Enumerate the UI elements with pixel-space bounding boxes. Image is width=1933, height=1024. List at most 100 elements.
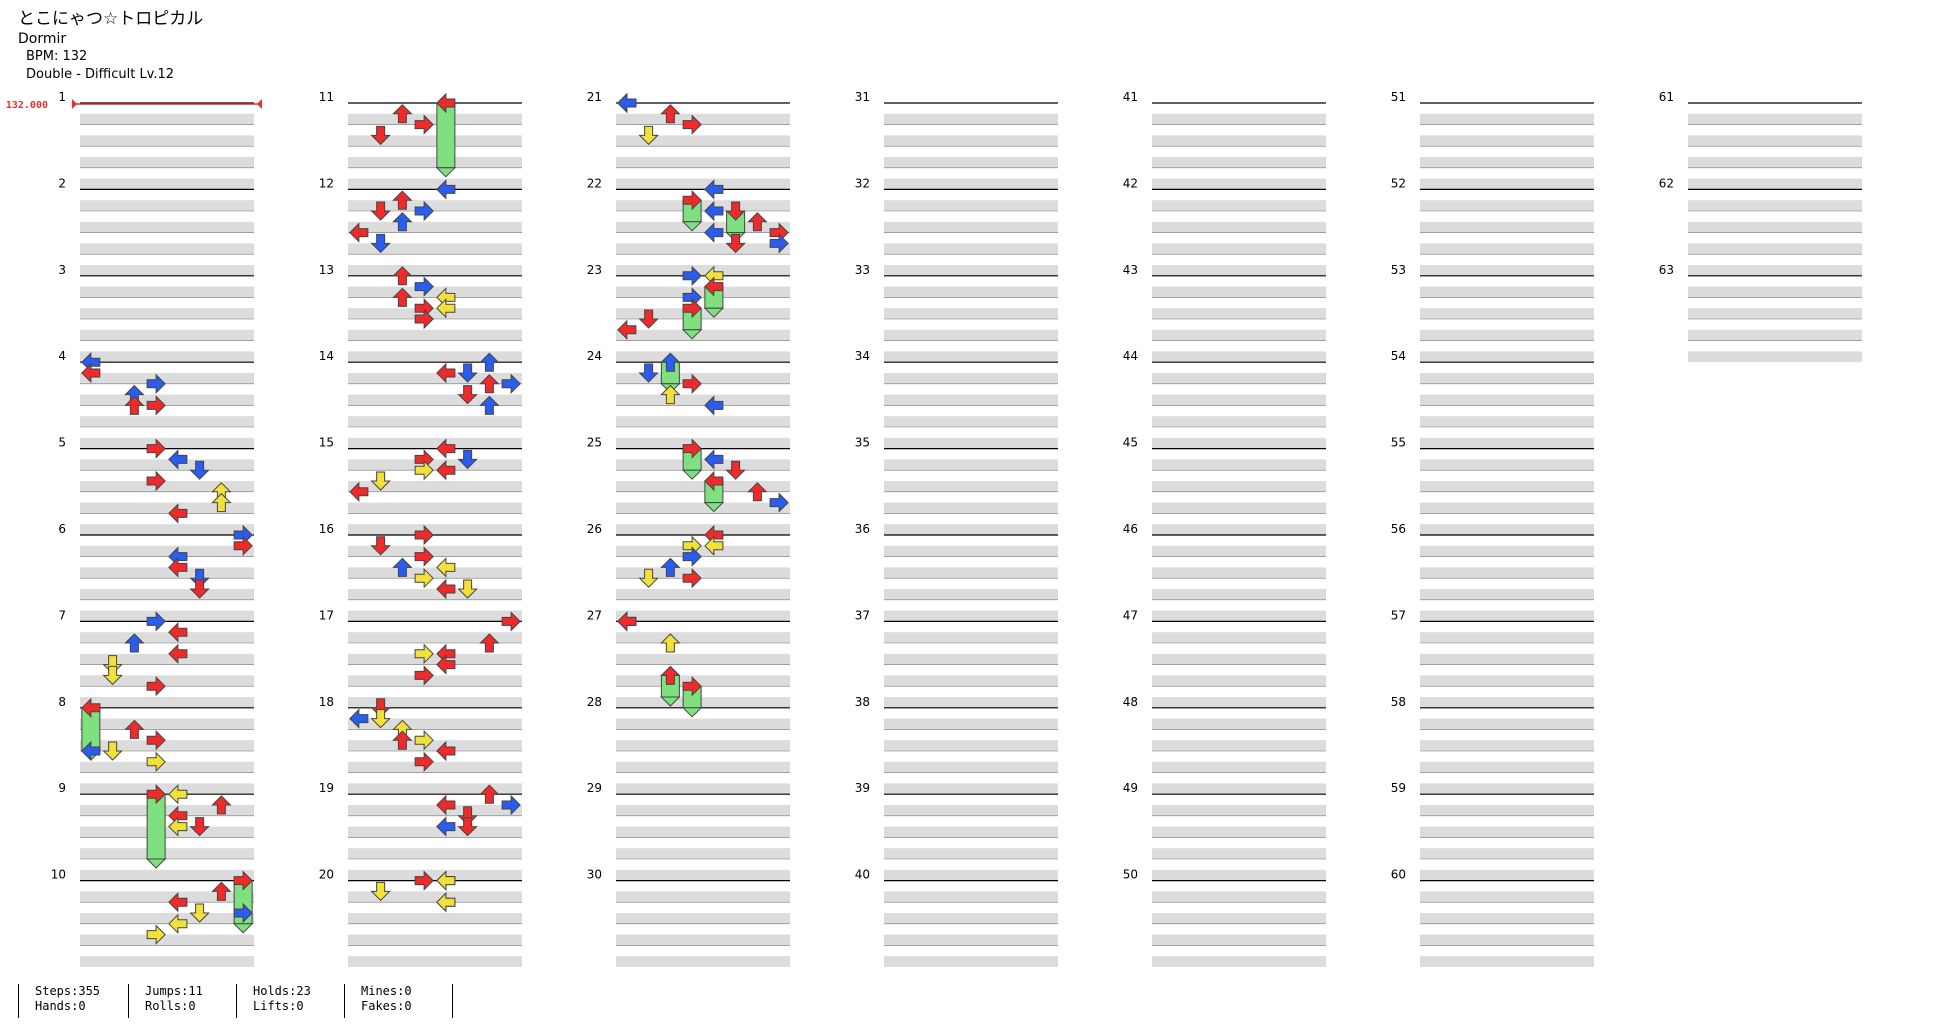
measure-stripe: [616, 848, 790, 859]
measure-stripe: [616, 589, 790, 600]
stat-mines: Mines:0: [361, 984, 412, 998]
measure-stripe: [80, 545, 254, 557]
measure-63: 63: [1659, 263, 1862, 363]
stat-rolls: Rolls:0: [145, 999, 196, 1013]
up-arrow-icon: [479, 374, 500, 394]
measure-stripe: [1420, 934, 1594, 946]
measure-stripe: [616, 437, 790, 449]
up-arrow-icon: [392, 212, 413, 232]
measure-44: 44: [1123, 349, 1326, 449]
stat-jumps: Jumps:11: [145, 984, 203, 998]
right-arrow-icon: [501, 611, 521, 632]
measure-stripe: [1420, 589, 1594, 600]
measure-number: 10: [51, 868, 66, 882]
stat-steps: Steps:355: [35, 984, 101, 998]
measure-stripe: [884, 826, 1058, 838]
measure-stripe: [884, 373, 1058, 384]
down-arrow-icon: [725, 201, 746, 221]
measure-50: 50: [1123, 868, 1326, 967]
measure-stripe: [616, 805, 790, 816]
down-arrow-icon: [370, 471, 391, 491]
difficulty-label: Double - Difficult Lv.12: [26, 67, 175, 82]
hold-tail: [681, 469, 703, 480]
up-arrow-icon: [660, 352, 681, 372]
measure-number: 51: [1391, 90, 1406, 104]
down-arrow-icon: [189, 903, 210, 923]
measure-number: 38: [855, 695, 870, 709]
measure-stripe: [80, 826, 254, 838]
measure-stripe: [1152, 265, 1326, 276]
measure-stripe: [80, 459, 254, 471]
measure-stripe: [1420, 848, 1594, 859]
measure-number: 33: [855, 263, 870, 277]
measure-stripe: [348, 697, 522, 708]
measure-stripe: [1688, 286, 1862, 298]
measure-stripe: [348, 826, 522, 838]
measure-number: 6: [58, 522, 66, 536]
right-arrow-icon: [146, 675, 166, 697]
measure-46: 46: [1123, 522, 1326, 622]
measure-stripe: [348, 459, 522, 471]
measure-stripe: [616, 524, 790, 535]
bpm-marker-arrow: [257, 99, 262, 109]
left-arrow-icon: [704, 200, 724, 222]
measure-37: 37: [855, 608, 1058, 708]
measure-stripe: [1152, 481, 1326, 492]
measure-stripe: [616, 157, 790, 168]
measure-number: 7: [58, 608, 66, 622]
measure-stripe: [616, 610, 790, 622]
up-arrow-icon: [479, 633, 500, 653]
measure-stripe: [1420, 956, 1594, 967]
measure-stripe: [1688, 329, 1862, 341]
measure-stripe: [616, 113, 790, 125]
measure-stripe: [884, 459, 1058, 471]
measure-number: 25: [587, 436, 602, 450]
measure-stripe: [884, 783, 1058, 795]
measure-stripe: [884, 567, 1058, 579]
left-arrow-icon: [436, 459, 456, 481]
measure-stripe: [1688, 221, 1862, 233]
stat-hands: Hands:0: [35, 999, 86, 1013]
measure-stripe: [1420, 761, 1594, 773]
left-arrow-icon: [168, 621, 188, 643]
measure-stripe: [80, 805, 254, 816]
left-arrow-icon: [168, 816, 188, 837]
measure-number: 61: [1659, 90, 1674, 104]
measure-31: 31: [855, 90, 1058, 190]
left-arrow-icon: [436, 297, 456, 319]
left-arrow-icon: [704, 470, 724, 492]
measure-stripe: [80, 373, 254, 384]
measure-40: 40: [855, 868, 1058, 967]
down-arrow-icon: [457, 449, 478, 470]
right-arrow-icon: [682, 189, 702, 211]
measure-62: 62: [1659, 176, 1862, 276]
measure-stripe: [616, 416, 790, 427]
measure-stripe: [1688, 135, 1862, 147]
right-arrow-icon: [501, 794, 521, 816]
measure-number: 50: [1123, 868, 1138, 882]
right-arrow-icon: [233, 870, 253, 891]
measure-28: 28: [587, 695, 790, 795]
measure-53: 53: [1391, 263, 1594, 363]
measure-stripe: [1152, 934, 1326, 946]
song-artist: Dormir: [18, 31, 67, 47]
measure-stripe: [1420, 913, 1594, 924]
left-arrow-icon: [436, 654, 456, 675]
measure-stripe: [616, 286, 790, 298]
measure-23: 23: [587, 263, 790, 363]
measure-stripe: [1420, 502, 1594, 514]
measure-47: 47: [1123, 608, 1326, 708]
measure-number: 29: [587, 781, 602, 795]
measure-38: 38: [855, 695, 1058, 795]
stat-holds: Holds:23: [253, 984, 311, 998]
measure-stripe: [348, 329, 522, 341]
measure-49: 49: [1123, 781, 1326, 881]
hold-tail: [681, 221, 703, 232]
down-arrow-icon: [370, 125, 391, 146]
measure-number: 53: [1391, 263, 1406, 277]
measure-stripe: [884, 589, 1058, 600]
measure-61: 61: [1659, 90, 1862, 190]
measure-stripe: [616, 481, 790, 492]
measure-59: 59: [1391, 781, 1594, 881]
measure-stripe: [884, 653, 1058, 665]
